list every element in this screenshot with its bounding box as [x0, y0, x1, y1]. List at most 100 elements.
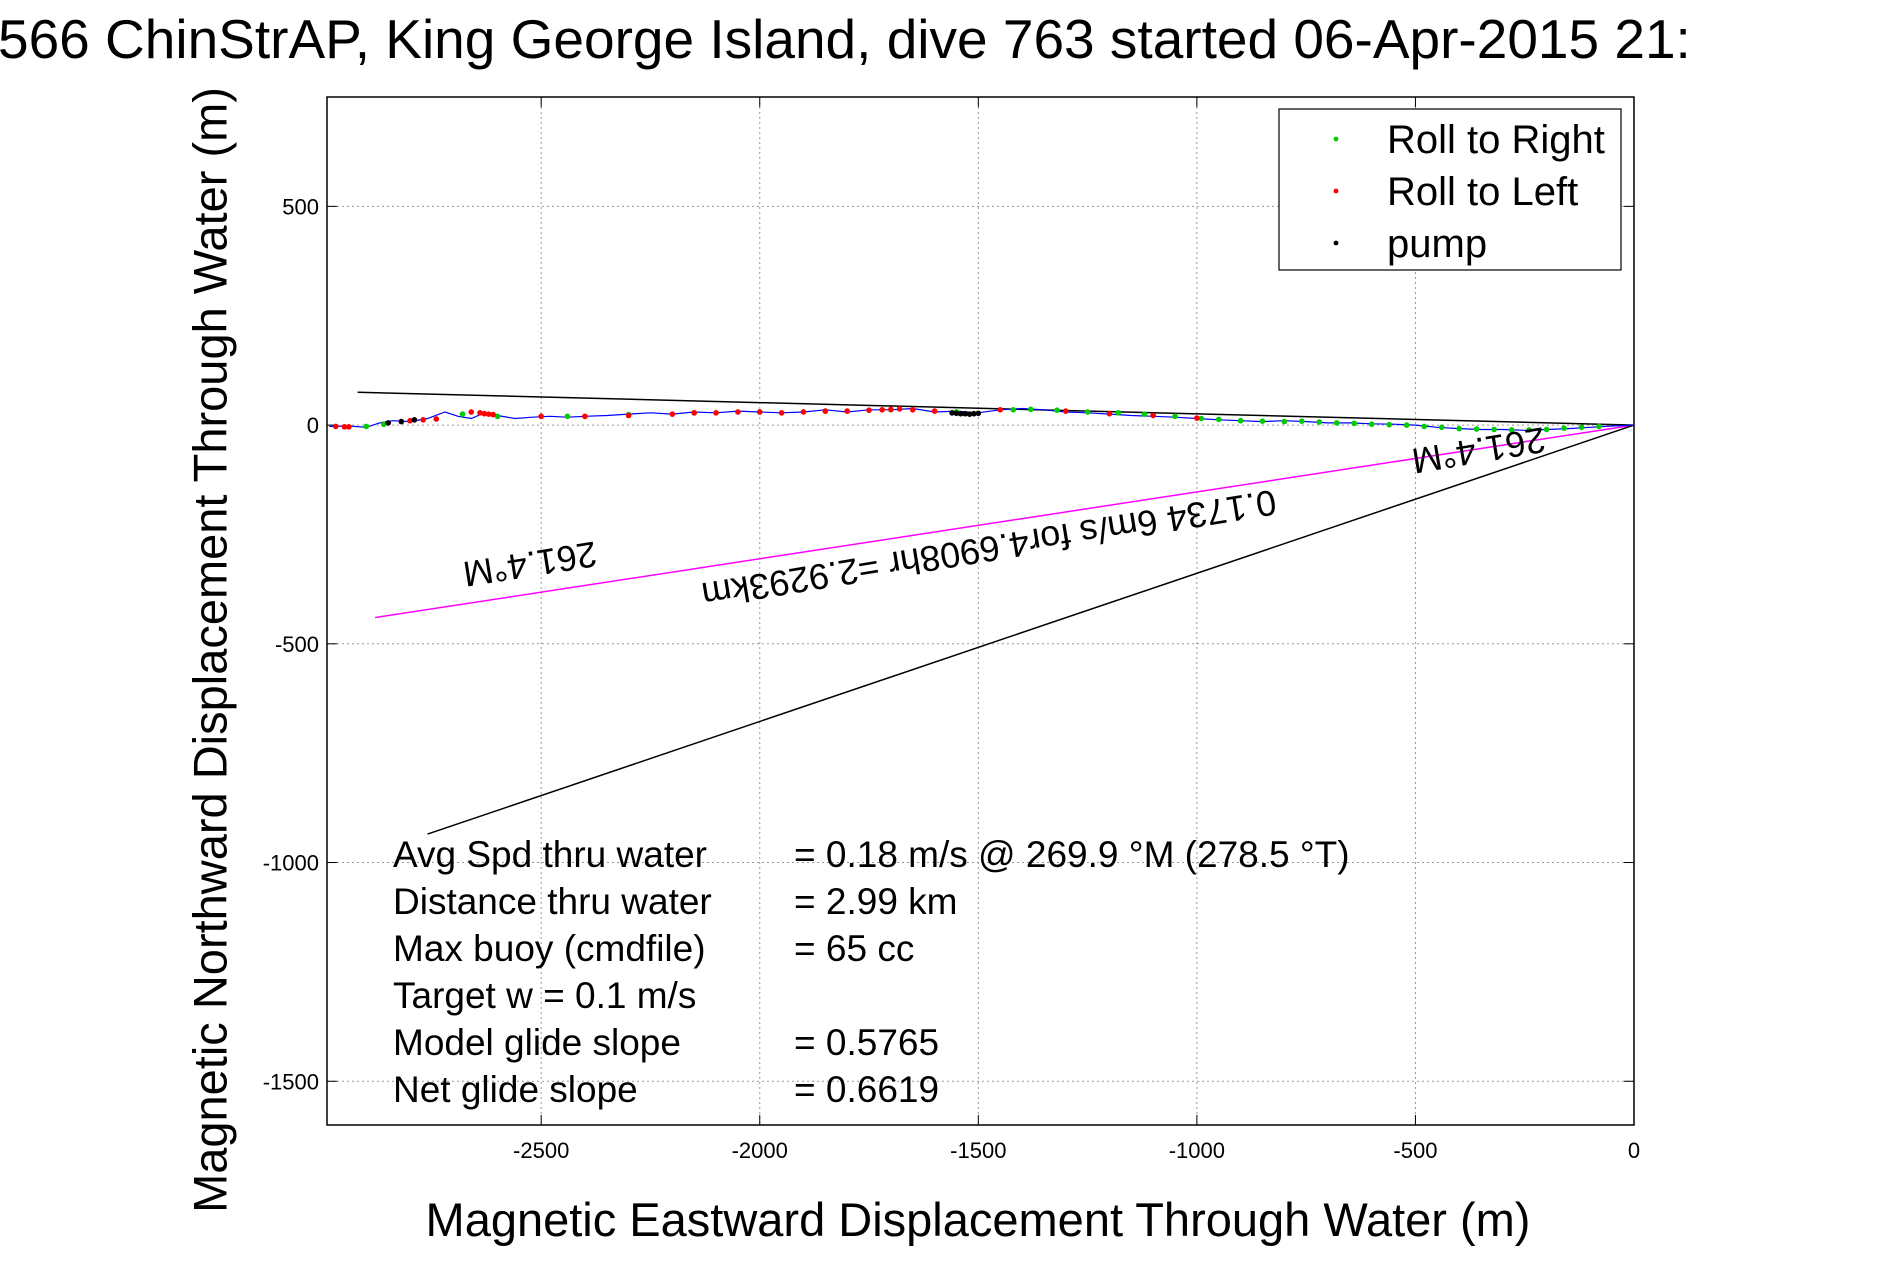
- roll-left-point: [490, 411, 496, 418]
- stat-label: Max buoy (cmdfile): [393, 928, 706, 969]
- x-axis-label: Magnetic Eastward Displacement Through W…: [425, 1193, 1531, 1246]
- roll-left-point: [909, 406, 916, 413]
- roll-left-point: [582, 413, 588, 420]
- roll-left-point: [477, 410, 483, 416]
- x-tick-label: -500: [1393, 1138, 1437, 1163]
- x-tick-label: 0: [1628, 1138, 1640, 1163]
- roll-left-point: [433, 416, 440, 422]
- roll-right-point: [1438, 424, 1445, 431]
- roll-right-point: [1368, 421, 1375, 428]
- roll-left-point: [866, 407, 872, 414]
- roll-left-point: [1106, 410, 1113, 417]
- roll-left-point: [538, 413, 544, 420]
- roll-right-point: [494, 413, 501, 420]
- pump-point: [966, 411, 973, 417]
- roll-left-point: [341, 424, 348, 430]
- roll-right-point: [1298, 418, 1305, 424]
- roll-left-point: [1194, 415, 1200, 421]
- reference-line-lower: [427, 424, 1635, 835]
- pump-point: [949, 410, 955, 416]
- annotations: 0.1734 6m/s for4.6908hr =2.9293km261.4°M…: [460, 419, 1548, 616]
- legend-label: Roll to Left: [1387, 170, 1578, 214]
- chart-title: 566 ChinStrAP, King George Island, dive …: [0, 8, 1691, 70]
- pump-point: [411, 417, 418, 423]
- axes-box: [326, 96, 1635, 1126]
- roll-right-point: [564, 413, 571, 420]
- roll-left-point: [420, 417, 426, 423]
- roll-right-point: [459, 411, 466, 417]
- pump-point: [958, 410, 964, 417]
- roll-right-point: [1115, 410, 1121, 416]
- roll-right-point: [1421, 423, 1427, 430]
- annotation-text: 0.1734 6m/s for4.6908hr =2.9293km: [699, 482, 1279, 616]
- roll-left-point: [778, 410, 785, 416]
- roll-left-point: [888, 406, 894, 413]
- roll-left-point: [346, 424, 352, 430]
- x-tick-label: -1500: [950, 1138, 1006, 1163]
- roll-left-point: [669, 411, 676, 417]
- roll-right-point: [1237, 417, 1244, 424]
- legend-marker: [1333, 240, 1339, 246]
- roll-right-point: [1386, 421, 1393, 428]
- x-tick-label: -2500: [513, 1138, 569, 1163]
- roll-right-point: [1141, 411, 1148, 417]
- roll-left-point: [485, 411, 492, 417]
- roll-right-point: [363, 423, 370, 430]
- roll-right-point: [1172, 413, 1178, 420]
- stat-label: Model glide slope: [393, 1022, 681, 1063]
- roll-left-point: [822, 408, 829, 414]
- roll-right-point: [1526, 427, 1532, 433]
- roll-right-point: [1027, 406, 1034, 413]
- roll-right-point: [1456, 425, 1462, 432]
- roll-right-point: [1561, 425, 1567, 431]
- roll-right-point: [1491, 426, 1497, 433]
- roll-left-point: [800, 409, 807, 415]
- legend-marker: [1333, 136, 1339, 142]
- roll-right-point: [1316, 419, 1323, 425]
- roll-right-point: [1054, 407, 1060, 414]
- roll-left-point: [1150, 412, 1156, 419]
- roll-right-point: [1543, 426, 1550, 433]
- stat-value: = 0.5765: [794, 1022, 940, 1063]
- roll-left-point: [997, 406, 1003, 413]
- stat-label: Target w = 0.1 m/s: [393, 975, 697, 1016]
- roll-left-point: [879, 406, 885, 413]
- roll-left-point: [756, 409, 763, 415]
- y-tick-label: 500: [282, 194, 319, 219]
- roll-left-point: [468, 409, 475, 415]
- roll-markers: [332, 406, 1602, 433]
- roll-left-point: [1062, 408, 1069, 414]
- roll-right-point: [1198, 415, 1205, 422]
- stat-value: = 65 cc: [794, 928, 915, 969]
- roll-left-point: [481, 410, 488, 417]
- roll-right-point: [1403, 422, 1410, 428]
- roll-right-point: [1084, 409, 1091, 415]
- stat-label: Net glide slope: [393, 1069, 638, 1110]
- roll-left-point: [625, 412, 632, 419]
- stat-label: Distance thru water: [393, 881, 712, 922]
- stat-value: = 0.6619: [794, 1069, 940, 1110]
- pump-point: [975, 410, 982, 417]
- pump-point: [971, 410, 977, 417]
- roll-right-point: [1351, 420, 1358, 427]
- y-tick-label: 0: [307, 413, 319, 438]
- roll-left-point: [844, 408, 850, 414]
- roll-right-point: [381, 421, 387, 428]
- roll-left-point: [332, 423, 339, 430]
- roll-right-point: [1578, 424, 1585, 431]
- legend-marker: [1333, 188, 1339, 194]
- roll-left-point: [407, 417, 413, 424]
- y-tick-label: -1500: [263, 1069, 319, 1094]
- roll-right-point: [1215, 416, 1222, 423]
- axis-ticks: -2500 -2000 -1500 -1000 -500 0 500 0 -500 -1000 -1…: [263, 97, 1640, 1163]
- y-axis-label: Magnetic Northward Displacement Through …: [183, 87, 237, 1213]
- reference-line-magenta: [374, 424, 1635, 619]
- roll-right-point: [1259, 418, 1266, 424]
- roll-right-point: [1508, 427, 1515, 433]
- roll-right-point: [1473, 426, 1480, 432]
- stat-value: = 2.99 km: [794, 881, 958, 922]
- pump-point: [385, 420, 391, 426]
- legend-label: pump: [1387, 222, 1487, 266]
- stat-label: Avg Spd thru water: [393, 834, 707, 875]
